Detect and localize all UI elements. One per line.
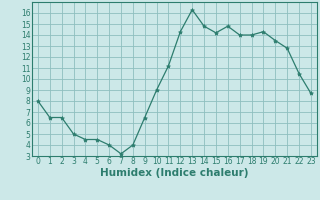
X-axis label: Humidex (Indice chaleur): Humidex (Indice chaleur) [100,168,249,178]
